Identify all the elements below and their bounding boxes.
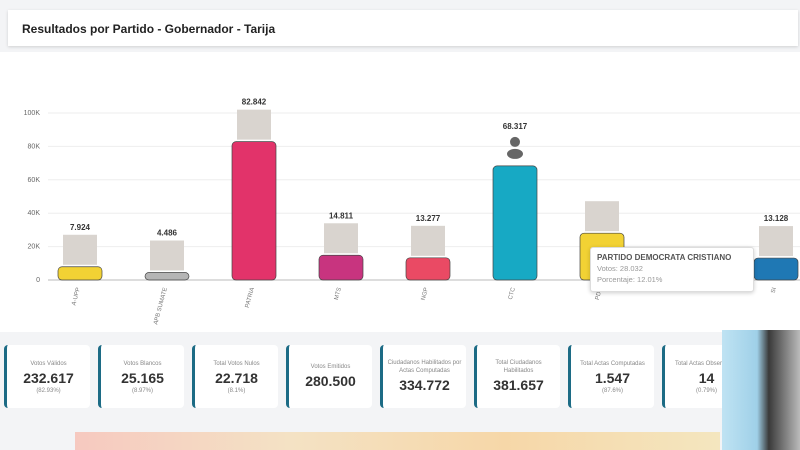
title-card: Resultados por Partido - Gobernador - Ta… [8,10,798,46]
value-label: 4.486 [157,229,178,238]
bar [405,257,451,281]
stat-label: Votos Válidos [30,360,67,367]
y-tick-label: 0 [36,277,40,284]
x-tick-label: PATRIA [245,287,256,309]
candidate-photo [759,226,793,257]
x-tick-label: APB SUMATE [153,287,169,325]
bottom-banner [75,432,720,450]
bar [492,165,538,281]
stat-label: Total Actas Computadas [580,360,645,367]
stat-value: 14 [698,369,715,386]
tooltip-party: PARTIDO DEMOCRATA CRISTIANO [597,253,732,262]
x-tick-label: MTS [334,287,343,301]
stat-value: 280.500 [305,372,356,389]
avatar-icon [510,136,520,147]
stat-label: Votos Emitidos [310,363,351,370]
stat-value: 22.718 [215,369,258,386]
y-tick-label: 40K [28,210,41,217]
bar [318,254,364,281]
bar [57,266,103,281]
stat-percent: (87.6%) [601,387,623,394]
stat-label: Votos Blancos [123,360,162,367]
stat-value: 25.165 [121,369,164,386]
bar [144,272,190,281]
candidate-photo [150,240,184,271]
value-label: 13.277 [416,214,441,223]
chart-card: 0 20K 40K 60K 80K 100K 7.924 A-UPP 4.486 APB SUMA… [0,52,800,332]
value-label: 82.842 [242,98,267,107]
stat-label: Ciudadanos Habilitados por Actas Computa… [387,359,462,374]
value-label: 68.317 [503,122,528,131]
candidate-photo [411,225,445,256]
stat-value: 334.772 [399,376,450,393]
video-overlay [722,330,800,450]
x-tick-label: NGP [421,287,430,301]
x-tick-label: CTC [508,286,517,300]
stat-value: 1.547 [594,369,631,386]
y-tick-label: 100K [24,110,41,117]
x-tick-label: A-UPP [71,287,82,306]
y-tick-label: 60K [28,177,41,184]
stat-card: Votos Blancos 25.165 (8.97%) [98,345,184,408]
value-label: 14.811 [329,211,354,220]
stat-label: Total Actas Observadas [674,360,739,367]
stat-card: Votos Válidos 232.617 (82.93%) [4,345,90,408]
x-tick-label: SI [771,287,778,294]
tooltip-votes: Votos: 28.032 [597,264,643,273]
candidate-photo [585,201,619,232]
stat-percent: (8.1%) [227,387,246,394]
stat-percent: (82.93%) [36,387,61,394]
stat-card: Total Votos Nulos 22.718 (8.1%) [192,345,278,408]
bar [231,141,277,281]
stat-percent: (8.97%) [131,387,153,394]
stat-percent: (0.79%) [695,387,717,394]
value-label: 13.128 [764,214,789,223]
value-label: 7.924 [70,223,91,232]
stat-card: Total Actas Computadas 1.547 (87.6%) [568,345,654,408]
tooltip-percent: Porcentaje: 12.01% [597,275,663,284]
stat-value: 232.617 [23,369,74,386]
x-tick-label: PDC [595,286,604,300]
stats-row: Votos Válidos 232.617 (82.93%) Votos Blanco… [4,345,748,408]
stat-label: Total Votos Nulos [213,360,260,367]
chart-tooltip: PARTIDO DEMOCRATA CRISTIANO Votos: 28.03… [590,247,754,292]
candidate-photo [237,109,271,140]
bar [753,257,799,281]
candidate-photo [324,223,358,254]
stat-card: Ciudadanos Habilitados por Actas Computa… [380,345,466,408]
y-tick-label: 20K [28,244,41,251]
bar-chart: 0 20K 40K 60K 80K 100K 7.924 A-UPP 4.486 APB SUMA… [24,98,800,325]
y-tick-label: 80K [28,143,41,150]
stat-card: Votos Emitidos 280.500 [286,345,372,408]
stat-card: Total Ciudadanos Habilitados 381.657 [474,345,560,408]
stat-value: 381.657 [493,376,544,393]
page-title: Resultados por Partido - Gobernador - Ta… [22,22,276,36]
candidate-photo [63,234,97,265]
avatar-icon [507,148,523,159]
stat-label: Total Ciudadanos Habilitados [495,359,542,374]
